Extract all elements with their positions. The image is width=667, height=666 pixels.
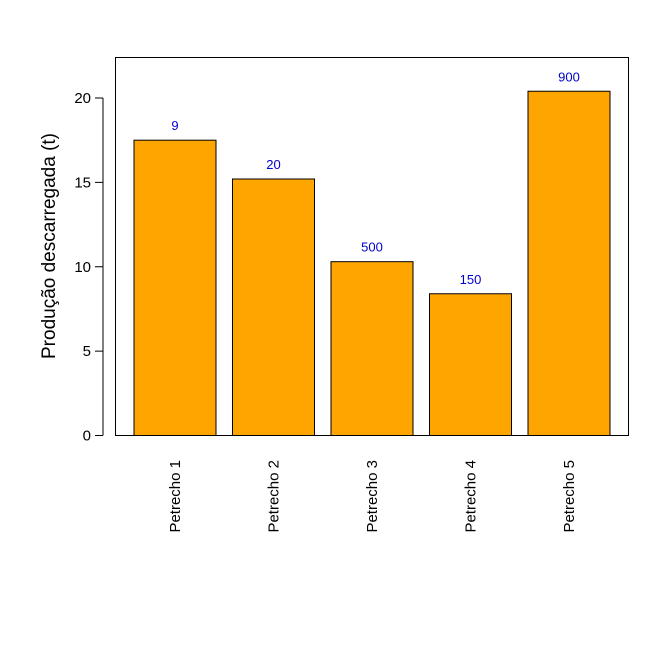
bar-2 — [232, 178, 315, 436]
bar-value-label: 9 — [171, 118, 178, 133]
y-tick-label: 0 — [83, 428, 91, 445]
y-tick-label: 15 — [74, 174, 91, 191]
bar-1 — [133, 139, 217, 436]
bar-4 — [429, 293, 512, 436]
x-category-label: Petrecho 3 — [364, 460, 381, 533]
bar-5 — [527, 90, 611, 436]
bar-value-label: 20 — [266, 157, 280, 172]
y-tick-label: 10 — [74, 259, 91, 276]
y-axis-title: Produção descarregada (t) — [39, 133, 60, 359]
bar-value-labels: 9 20 500 150 900 — [171, 69, 579, 287]
x-category-label: Petrecho 5 — [561, 460, 578, 533]
bar-3 — [330, 261, 414, 436]
y-axis: 0 5 10 15 20 — [74, 90, 104, 445]
bar-value-label: 150 — [460, 272, 482, 287]
bar-value-label: 900 — [558, 69, 580, 84]
x-category-labels: Petrecho 1 Petrecho 2 Petrecho 3 Petrecho 4… — [167, 460, 578, 533]
x-category-label: Petrecho 4 — [463, 460, 480, 533]
y-tick-label: 20 — [74, 90, 91, 107]
x-category-label: Petrecho 2 — [266, 460, 283, 533]
bar-value-label: 500 — [361, 240, 383, 255]
y-tick-label: 5 — [83, 343, 91, 360]
x-category-label: Petrecho 1 — [167, 460, 184, 533]
bars — [133, 90, 611, 436]
